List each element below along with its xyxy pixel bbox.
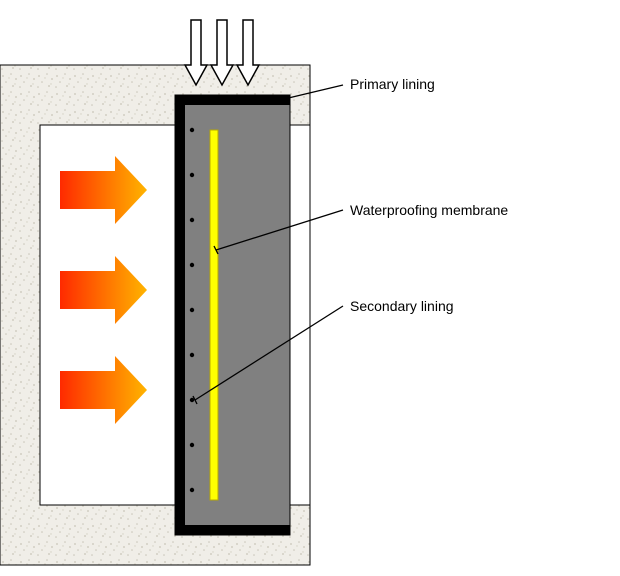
label-secondary-lining: Secondary lining [350, 298, 454, 314]
primary-lining-top [175, 95, 290, 105]
primary-lining-left [175, 95, 185, 535]
pressure-arrows [60, 156, 147, 424]
pressure-arrow-2 [60, 256, 147, 324]
waterproofing-membrane [210, 130, 218, 500]
primary-lining-bottom [175, 525, 290, 535]
diagram-canvas: Primary lining Waterproofing membrane Se… [0, 0, 620, 576]
label-waterproofing-membrane: Waterproofing membrane [350, 202, 508, 218]
diagram-svg [0, 0, 620, 576]
pressure-arrow-1 [60, 156, 147, 224]
label-primary-lining: Primary lining [350, 76, 435, 92]
load-arrows [185, 20, 259, 85]
lining-body [175, 95, 290, 535]
pressure-arrow-3 [60, 356, 147, 424]
